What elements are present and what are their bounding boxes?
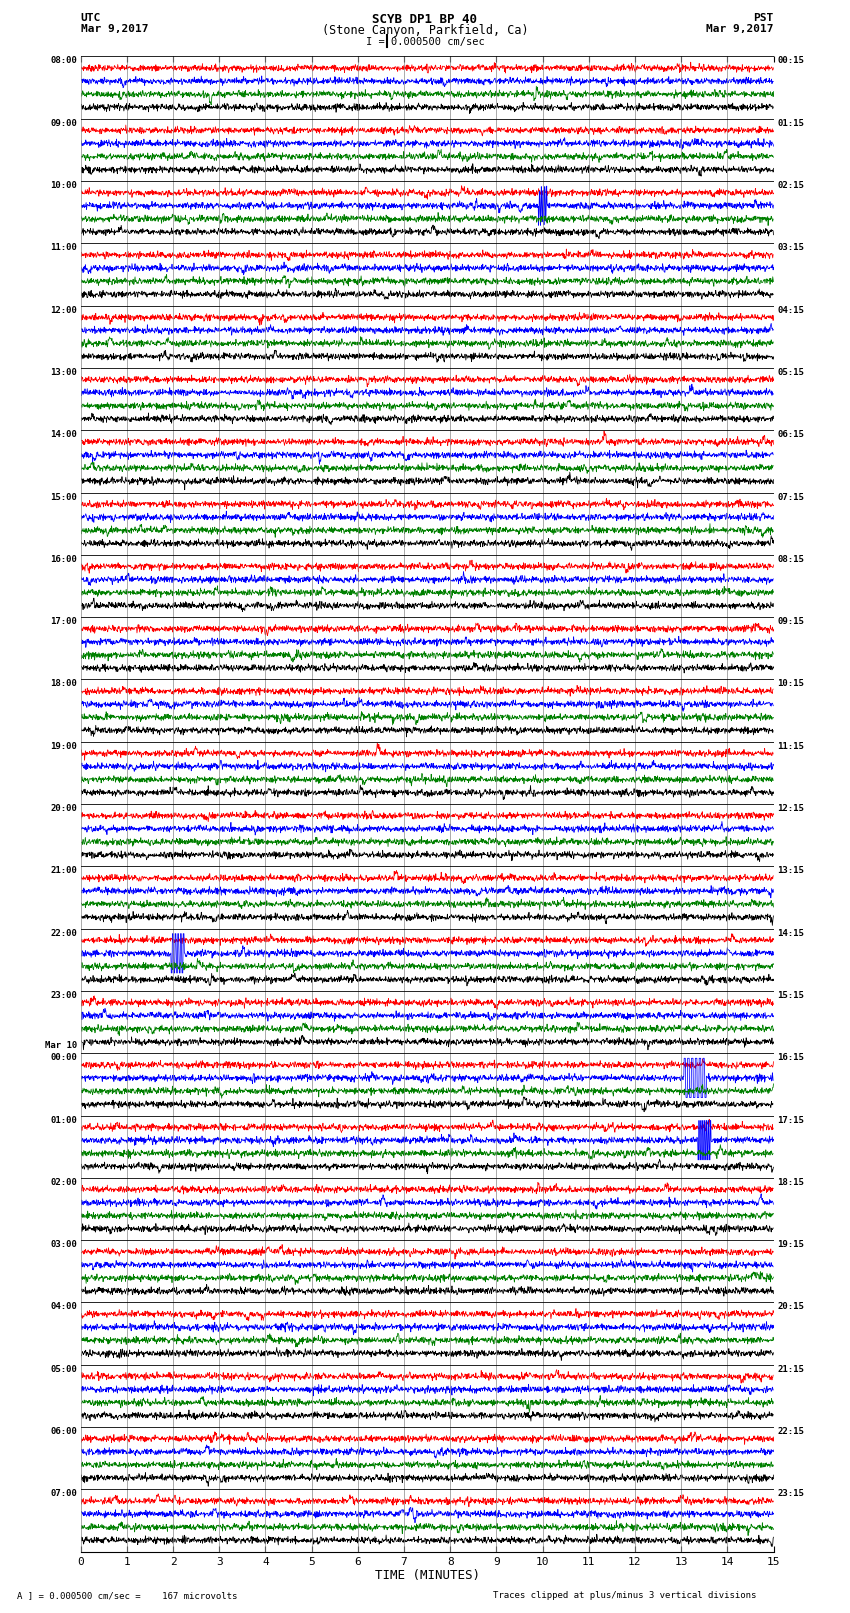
Text: Mar 10: Mar 10 (45, 1040, 77, 1050)
Text: 20:15: 20:15 (777, 1303, 804, 1311)
Text: 18:15: 18:15 (777, 1177, 804, 1187)
Text: 21:00: 21:00 (50, 866, 77, 876)
Text: 05:15: 05:15 (777, 368, 804, 377)
Text: 17:00: 17:00 (50, 618, 77, 626)
Text: (Stone Canyon, Parkfield, Ca): (Stone Canyon, Parkfield, Ca) (321, 24, 529, 37)
Text: 21:15: 21:15 (777, 1365, 804, 1374)
Text: 07:00: 07:00 (50, 1489, 77, 1498)
Text: 13:15: 13:15 (777, 866, 804, 876)
Text: 16:00: 16:00 (50, 555, 77, 565)
Text: 10:00: 10:00 (50, 181, 77, 190)
Text: 02:00: 02:00 (50, 1177, 77, 1187)
Text: 04:00: 04:00 (50, 1303, 77, 1311)
Text: 18:00: 18:00 (50, 679, 77, 689)
Text: 06:15: 06:15 (777, 431, 804, 439)
Text: 12:15: 12:15 (777, 805, 804, 813)
Text: 14:00: 14:00 (50, 431, 77, 439)
Text: UTC: UTC (81, 13, 101, 23)
Text: 10:15: 10:15 (777, 679, 804, 689)
Text: 22:15: 22:15 (777, 1428, 804, 1436)
Text: 15:15: 15:15 (777, 990, 804, 1000)
Text: 11:15: 11:15 (777, 742, 804, 750)
Text: 07:15: 07:15 (777, 492, 804, 502)
Text: 08:15: 08:15 (777, 555, 804, 565)
X-axis label: TIME (MINUTES): TIME (MINUTES) (375, 1569, 479, 1582)
Text: 05:00: 05:00 (50, 1365, 77, 1374)
Text: 02:15: 02:15 (777, 181, 804, 190)
Text: 15:00: 15:00 (50, 492, 77, 502)
Text: 00:15: 00:15 (777, 56, 804, 66)
Text: 16:15: 16:15 (777, 1053, 804, 1063)
Text: 23:00: 23:00 (50, 990, 77, 1000)
Text: 06:00: 06:00 (50, 1428, 77, 1436)
Text: 22:00: 22:00 (50, 929, 77, 937)
Text: Traces clipped at plus/minus 3 vertical divisions: Traces clipped at plus/minus 3 vertical … (493, 1590, 756, 1600)
Text: 14:15: 14:15 (777, 929, 804, 937)
Text: 17:15: 17:15 (777, 1116, 804, 1124)
Text: SCYB DP1 BP 40: SCYB DP1 BP 40 (372, 13, 478, 26)
Text: 19:00: 19:00 (50, 742, 77, 750)
Text: 19:15: 19:15 (777, 1240, 804, 1248)
Text: Mar 9,2017: Mar 9,2017 (706, 24, 774, 34)
Text: 03:00: 03:00 (50, 1240, 77, 1248)
Text: 12:00: 12:00 (50, 306, 77, 315)
Text: 08:00: 08:00 (50, 56, 77, 66)
Text: 03:15: 03:15 (777, 244, 804, 252)
Text: PST: PST (753, 13, 774, 23)
Text: 13:00: 13:00 (50, 368, 77, 377)
Text: 09:15: 09:15 (777, 618, 804, 626)
Text: 01:15: 01:15 (777, 119, 804, 127)
Text: 04:15: 04:15 (777, 306, 804, 315)
Text: 09:00: 09:00 (50, 119, 77, 127)
Text: 23:15: 23:15 (777, 1489, 804, 1498)
Text: I = 0.000500 cm/sec: I = 0.000500 cm/sec (366, 37, 484, 47)
Text: 01:00: 01:00 (50, 1116, 77, 1124)
Text: 00:00: 00:00 (50, 1053, 77, 1063)
Text: A ] = 0.000500 cm/sec =    167 microvolts: A ] = 0.000500 cm/sec = 167 microvolts (17, 1590, 237, 1600)
Text: 20:00: 20:00 (50, 805, 77, 813)
Text: 11:00: 11:00 (50, 244, 77, 252)
Text: Mar 9,2017: Mar 9,2017 (81, 24, 148, 34)
